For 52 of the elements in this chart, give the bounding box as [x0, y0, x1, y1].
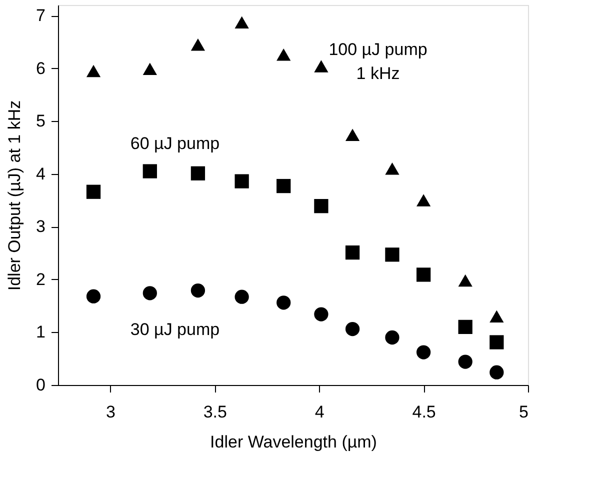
point: [190, 166, 206, 180]
point: [276, 48, 291, 61]
point: [234, 290, 249, 304]
point: [190, 38, 206, 51]
annotation: 30 µJ pump: [130, 320, 220, 339]
y-tick-label: 2: [36, 270, 46, 289]
point: [416, 345, 431, 360]
point: [416, 268, 431, 282]
point: [490, 310, 504, 323]
point: [86, 184, 101, 199]
point: [345, 245, 360, 260]
point: [314, 199, 328, 214]
point: [385, 330, 400, 345]
x-tick-label: 4: [314, 402, 324, 422]
annotation: 100 µJ pump: [328, 40, 428, 59]
y-tick-label: 4: [36, 164, 46, 184]
point: [458, 274, 472, 287]
y-tick-label: 1: [36, 322, 46, 342]
point: [490, 335, 504, 350]
point: [490, 365, 504, 380]
point: [234, 174, 249, 188]
annotation: 60 µJ pump: [130, 134, 220, 153]
y-axis-title: Idler Output (µJ) at 1 kHz: [5, 100, 24, 291]
x-tick-label: 3.5: [203, 402, 227, 422]
y-tick-label: 0: [36, 376, 46, 394]
point: [276, 296, 291, 310]
y-tick-label: 3: [36, 217, 46, 236]
point: [190, 283, 206, 298]
x-tick-label: 4.5: [412, 402, 436, 422]
point: [314, 60, 328, 72]
x-tick-label: 3: [106, 402, 116, 422]
point: [345, 322, 360, 336]
y-tick-label: 5: [36, 112, 46, 131]
point: [458, 320, 472, 334]
point: [416, 194, 431, 206]
x-tick-label: 5: [519, 402, 528, 422]
point: [345, 128, 360, 141]
point: [385, 248, 400, 262]
point: [142, 286, 157, 300]
point: [314, 307, 328, 322]
point: [142, 62, 157, 75]
point: [86, 64, 101, 78]
point: [86, 289, 101, 304]
point: [385, 162, 400, 175]
point: [234, 16, 249, 29]
point: [276, 178, 291, 194]
x-axis-title: Idler Wavelength (µm): [210, 432, 377, 452]
y-tick-label: 6: [36, 58, 46, 78]
point: [142, 164, 157, 178]
annotation: 1 kHz: [356, 64, 400, 83]
y-tick-label: 7: [36, 6, 46, 26]
point: [458, 354, 472, 369]
